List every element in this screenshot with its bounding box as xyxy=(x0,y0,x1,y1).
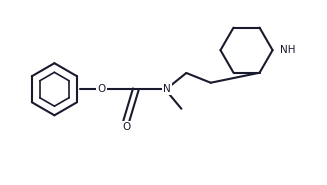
Text: O: O xyxy=(122,122,130,132)
Text: NH: NH xyxy=(280,45,295,55)
Text: O: O xyxy=(97,84,106,94)
Text: N: N xyxy=(163,84,171,94)
